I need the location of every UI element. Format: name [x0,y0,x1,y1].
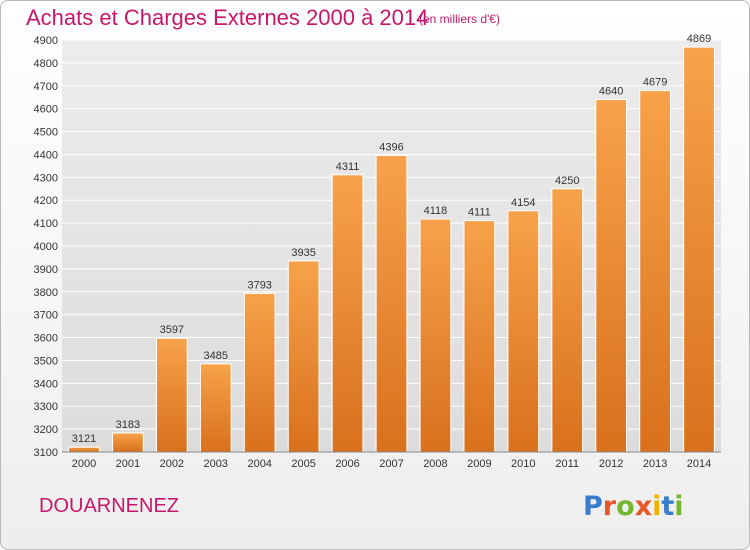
y-tick-label: 4100 [34,218,58,230]
bar-2014 [683,46,715,453]
y-tick-label: 3300 [34,401,58,413]
data-label: 3121 [72,433,96,445]
bar-2001 [112,432,144,453]
y-axis-ticks: 3100 3200 3300 3400 3500 3600 3700 3800 3900 4000… [34,35,58,459]
y-tick-label: 4700 [34,81,58,93]
x-tick-label: 2010 [511,458,535,470]
y-tick-label: 3900 [34,264,58,276]
y-tick-label: 4200 [34,195,58,207]
x-tick-label: 2006 [335,458,359,470]
data-label: 4640 [599,86,623,98]
x-tick-label: 2002 [160,458,184,470]
bar-2000 [68,446,100,453]
data-label: 3183 [116,419,140,431]
x-tick-label: 2003 [204,458,228,470]
bar-2013 [639,90,671,453]
y-tick-label: 4000 [34,241,58,253]
x-tick-label: 2014 [687,458,711,470]
y-tick-label: 4300 [34,172,58,184]
bar-2002 [155,337,188,453]
bar-2010 [507,210,540,453]
logo-letter: i [674,491,684,522]
logo-letter: o [616,491,635,522]
data-label: 4118 [424,205,448,217]
data-label: 4250 [555,175,579,187]
x-tick-label: 2008 [423,458,447,470]
bar-2012 [595,99,628,453]
proxiti-logo[interactable]: Proxiti [583,491,684,522]
x-tick-label: 2004 [247,458,271,470]
y-tick-label: 3800 [34,287,58,299]
y-tick-label: 3400 [34,378,58,390]
logo-letter: x [634,491,653,522]
commune-name: DOUARNENEZ [39,495,180,517]
bar-2007 [375,154,408,453]
x-tick-label: 2009 [467,458,491,470]
data-labels: 3121 3183 3597 3485 3793 3935 4311 4396 4118 4111… [72,33,712,445]
x-tick-label: 2005 [291,458,315,470]
bar-2011 [551,188,584,453]
x-tick-label: 2011 [555,458,579,470]
y-tick-label: 3500 [34,355,58,367]
x-tick-label: 2007 [379,458,403,470]
data-label: 4154 [511,197,535,209]
bar-2005 [287,260,320,453]
data-label: 4311 [336,161,360,173]
y-tick-label: 4900 [34,35,58,47]
logo-letter: r [602,491,617,522]
data-label: 4111 [468,207,491,219]
chart-title: Achats et Charges Externes 2000 à 2014 [26,5,429,30]
x-tick-label: 2013 [643,458,667,470]
data-label: 3793 [247,279,271,291]
data-label: 4869 [687,33,711,45]
data-label: 3935 [291,247,315,259]
data-label: 4679 [643,77,667,89]
y-tick-label: 3600 [34,333,58,345]
y-tick-label: 4500 [34,127,58,139]
y-tick-label: 3200 [34,424,58,436]
x-tick-label: 2012 [599,458,623,470]
logo-letter: i [652,491,662,522]
bar-2006 [331,174,364,453]
y-tick-label: 3700 [34,310,58,322]
y-tick-label: 3100 [34,447,58,459]
chart-subtitle: (en milliers d'€) [419,12,500,26]
x-tick-label: 2000 [72,458,96,470]
data-label: 3485 [204,350,228,362]
bar-2003 [199,363,232,453]
bar-2004 [243,292,276,453]
y-tick-label: 4400 [34,149,58,161]
data-label: 3597 [160,324,184,336]
y-tick-label: 4800 [34,58,58,70]
x-axis-ticks: 2000 2001 2002 2003 2004 2005 2006 2007 2008 2009… [72,458,712,470]
logo-letter: t [661,491,675,522]
bar-2009 [463,220,496,453]
x-tick-label: 2001 [116,458,140,470]
bar-2008 [419,218,452,453]
y-tick-label: 4600 [34,104,58,116]
data-label: 4396 [379,141,403,153]
logo-letter: P [583,491,603,522]
